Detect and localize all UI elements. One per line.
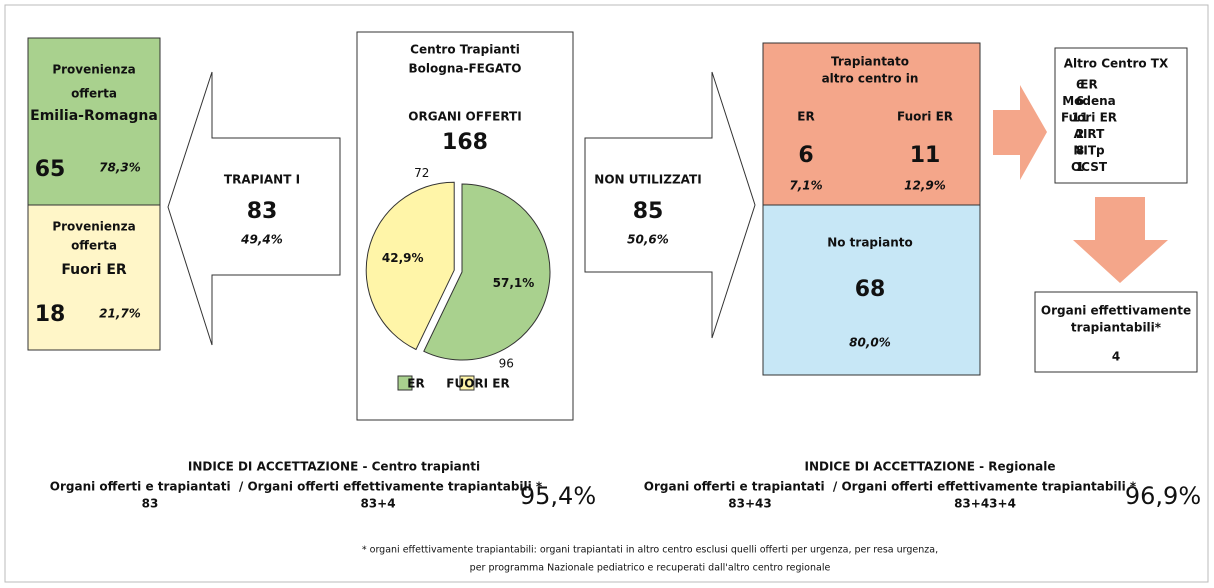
pie-slice — [365, 181, 455, 351]
index-title: INDICE DI ACCETTAZIONE - Regionale — [805, 460, 1056, 474]
footnote: per programma Nazionale pediatrico e rec… — [470, 563, 831, 574]
legend-label: ER — [407, 377, 424, 391]
transplantable-box — [1034, 291, 1198, 373]
index-denominator: 83+43+4 — [954, 497, 1016, 511]
other-title: Trapiantato — [831, 55, 909, 69]
arrow-percent: 49,4% — [240, 233, 283, 247]
small-arrow — [993, 85, 1047, 180]
altro-name: ER — [1080, 78, 1097, 92]
fuori-source-box — [27, 204, 161, 351]
index-denominator: 83+4 — [360, 497, 395, 511]
other-count: 6 — [798, 143, 813, 168]
not-used-arrow — [584, 71, 756, 339]
er-source-box — [27, 37, 161, 206]
center-total: 168 — [442, 130, 488, 155]
altro-count: 1 — [1076, 160, 1084, 174]
index-result: 95,4% — [520, 482, 596, 510]
transplantable-title: trapiantabili* — [1071, 321, 1162, 335]
legend-swatch — [459, 375, 475, 391]
pie-slice — [423, 183, 551, 361]
source-line: Provenienza — [52, 220, 135, 234]
no-transplant-percent: 80,0% — [849, 336, 891, 350]
transplantable-count: 4 — [1112, 350, 1120, 364]
source-line: offerta — [71, 239, 117, 253]
other-center-box — [762, 42, 981, 206]
legend-swatch — [397, 375, 413, 391]
footnote: * organi effettivamente trapiantabili: o… — [362, 545, 938, 556]
arrow-percent: 50,6% — [627, 233, 669, 247]
altro-name: Modena — [1062, 94, 1116, 108]
arrow-label: TRAPIANT I — [224, 173, 300, 187]
source-count: 65 — [35, 157, 66, 182]
transplanted-arrow — [167, 71, 341, 346]
other-percent: 12,9% — [904, 179, 946, 193]
other-label: Fuori ER — [897, 110, 953, 124]
other-label: ER — [797, 110, 814, 124]
altro-name: AIRT — [1074, 127, 1105, 141]
altro-name: OCST — [1071, 160, 1108, 174]
altro-count: 11 — [1072, 111, 1089, 125]
altro-count: 6 — [1076, 94, 1084, 108]
altro-title: Altro Centro TX — [1064, 57, 1169, 71]
source-line: offerta — [71, 87, 117, 101]
altro-count: 8 — [1076, 144, 1084, 158]
no-transplant-box — [762, 204, 981, 376]
pie-value: 72 — [414, 166, 429, 180]
frame — [4, 4, 1209, 583]
legend-label: FUORI ER — [446, 377, 509, 391]
index-numerator: 83 — [142, 497, 159, 511]
transplantable-title: Organi effettivamente — [1041, 304, 1191, 318]
pie-percent: 42,9% — [382, 251, 424, 265]
arrow-count: 85 — [633, 199, 664, 224]
pie-value: 96 — [499, 356, 514, 370]
arrow-count: 83 — [247, 199, 278, 224]
source-percent: 78,3% — [99, 161, 141, 175]
other-percent: 7,1% — [789, 179, 822, 193]
arrow-label: NON UTILIZZATI — [594, 173, 701, 187]
altro-name: Fuori ER — [1061, 111, 1117, 125]
source-line: Provenienza — [52, 63, 135, 77]
no-transplant-label: No trapianto — [827, 236, 913, 250]
index-formula: Organi offerti e trapiantati / Organi of… — [644, 480, 1137, 494]
center-title: Bologna-FEGATO — [409, 62, 522, 76]
source-percent: 21,7% — [99, 307, 141, 321]
pie-percent: 57,1% — [493, 276, 535, 290]
source-region: Fuori ER — [61, 262, 127, 278]
index-formula: Organi offerti e trapiantati / Organi of… — [50, 480, 543, 494]
altro-tx-box — [1054, 47, 1188, 184]
other-title: altro centro in — [822, 72, 919, 86]
no-transplant-count: 68 — [855, 277, 886, 302]
center-heading: ORGANI OFFERTI — [408, 110, 521, 124]
altro-count: 6 — [1076, 78, 1084, 92]
other-count: 11 — [910, 143, 941, 168]
source-region: Emilia-Romagna — [30, 108, 158, 124]
source-count: 18 — [35, 302, 66, 327]
down-arrow — [1073, 197, 1168, 283]
index-numerator: 83+43 — [728, 497, 771, 511]
index-result: 96,9% — [1125, 482, 1201, 510]
altro-count: 2 — [1076, 127, 1084, 141]
center-title: Centro Trapianti — [410, 43, 520, 57]
altro-name: NITp — [1073, 144, 1105, 158]
index-title: INDICE DI ACCETTAZIONE - Centro trapiant… — [188, 460, 480, 474]
